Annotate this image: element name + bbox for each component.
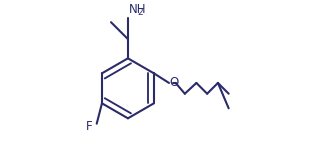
- Text: 2: 2: [138, 8, 143, 17]
- Text: F: F: [86, 119, 92, 132]
- Text: NH: NH: [129, 3, 146, 16]
- Text: O: O: [169, 76, 179, 89]
